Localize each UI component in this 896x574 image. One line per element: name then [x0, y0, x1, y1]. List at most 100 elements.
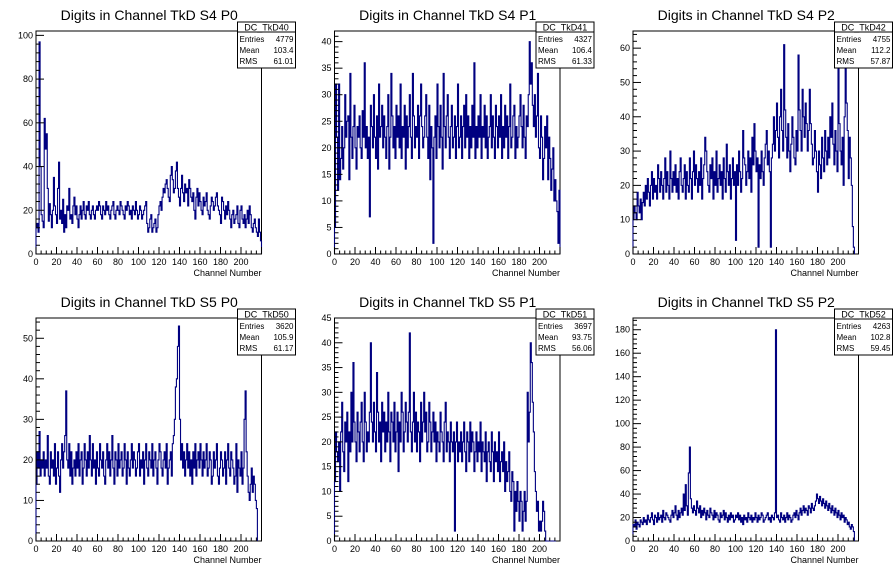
histogram-line — [35, 41, 263, 254]
x-tick-label: 200 — [532, 257, 547, 267]
histogram-line — [333, 41, 561, 254]
x-tick-label: 120 — [450, 544, 465, 554]
stats-label: RMS — [538, 344, 556, 353]
x-tick-label: 100 — [728, 544, 743, 554]
y-tick-label: 20 — [23, 455, 33, 465]
x-tick-label: 0 — [33, 257, 38, 267]
y-tick-label: 50 — [23, 333, 33, 343]
stats-box: DC_TkD40 Entries 4779 Mean 103.4 RMS 61.01 — [237, 21, 296, 69]
histogram-panel: Digits in Channel TkD S4 P20 20 40 60 80 100 1… — [620, 7, 893, 278]
x-tick-label: 40 — [72, 257, 82, 267]
x-tick-label: 0 — [33, 544, 38, 554]
y-tick-label: 35 — [321, 363, 331, 373]
stats-entries-value: 3620 — [276, 322, 294, 331]
x-tick-label: 160 — [491, 257, 506, 267]
stats-label: Entries — [240, 35, 265, 44]
x-tick-label: 180 — [810, 257, 825, 267]
y-tick-label: 60 — [620, 466, 630, 476]
x-tick-label: 0 — [630, 257, 635, 267]
stats-name: DC_TkD42 — [841, 23, 886, 33]
x-tick-label: 120 — [748, 544, 763, 554]
y-tick-label: 100 — [18, 30, 33, 40]
stats-label: RMS — [837, 57, 855, 66]
y-tick-label: 30 — [23, 414, 33, 424]
y-tick-label: 80 — [620, 442, 630, 452]
stats-label: RMS — [240, 57, 258, 66]
chart-title: Digits in Channel TkD S4 P1 — [359, 7, 536, 23]
stats-label: Mean — [240, 46, 260, 55]
stats-box: DC_TkD42 Entries 4755 Mean 112.2 RMS 57.87 — [834, 21, 893, 69]
x-tick-label: 60 — [391, 257, 401, 267]
stats-rms-value: 57.87 — [870, 57, 891, 66]
x-tick-label: 40 — [669, 257, 679, 267]
x-axis-label: Channel Number — [790, 555, 858, 565]
y-tick-label: 50 — [620, 77, 630, 87]
x-tick-label: 60 — [689, 544, 699, 554]
x-tick-label: 140 — [470, 257, 485, 267]
stats-mean-value: 93.75 — [572, 333, 593, 342]
stats-entries-value: 4327 — [574, 35, 592, 44]
y-tick-label: 45 — [321, 313, 331, 323]
y-tick-label: 30 — [321, 387, 331, 397]
histogram-panel: Digits in Channel TkD S5 P10 20 40 60 80 100 1… — [321, 294, 595, 565]
x-tick-label: 200 — [532, 544, 547, 554]
x-tick-label: 160 — [192, 544, 207, 554]
x-tick-label: 40 — [669, 544, 679, 554]
stats-entries-value: 4755 — [873, 35, 891, 44]
stats-rms-value: 61.17 — [273, 344, 294, 353]
x-tick-label: 0 — [332, 544, 337, 554]
x-tick-label: 100 — [131, 257, 146, 267]
x-tick-label: 140 — [470, 544, 485, 554]
y-tick-label: 180 — [615, 325, 630, 335]
y-tick-label: 40 — [321, 338, 331, 348]
x-tick-label: 100 — [131, 544, 146, 554]
stats-box-frame — [535, 308, 595, 356]
stats-box-frame — [237, 308, 296, 356]
stats-box-frame — [535, 21, 595, 69]
stats-rms-value: 61.01 — [273, 57, 294, 66]
x-axis-label: Channel Number — [790, 268, 858, 278]
stats-label: Entries — [538, 35, 563, 44]
x-tick-label: 20 — [648, 257, 658, 267]
x-axis-label: Channel Number — [193, 268, 261, 278]
histogram-panel: Digits in Channel TkD S4 P10 20 40 60 80 100 1… — [321, 7, 595, 278]
x-tick-label: 0 — [630, 544, 635, 554]
y-tick-label: 120 — [615, 395, 630, 405]
stats-label: Mean — [837, 46, 857, 55]
y-tick-label: 30 — [620, 146, 630, 156]
y-tick-label: 140 — [615, 372, 630, 382]
x-tick-label: 80 — [411, 257, 421, 267]
x-tick-label: 80 — [113, 544, 123, 554]
x-tick-label: 80 — [411, 544, 421, 554]
x-tick-label: 140 — [769, 544, 784, 554]
y-tick-label: 25 — [321, 412, 331, 422]
x-tick-label: 40 — [72, 544, 82, 554]
stats-box: DC_TkD41 Entries 4327 Mean 106.4 RMS 61.33 — [535, 21, 595, 69]
stats-label: Entries — [538, 322, 563, 331]
x-tick-label: 60 — [92, 544, 102, 554]
stats-label: RMS — [837, 344, 855, 353]
x-tick-label: 160 — [789, 257, 804, 267]
y-tick-label: 10 — [321, 196, 331, 206]
y-tick-label: 10 — [23, 495, 33, 505]
chart-title: Digits in Channel TkD S5 P0 — [61, 294, 238, 310]
y-tick-label: 20 — [620, 180, 630, 190]
x-tick-label: 20 — [51, 257, 61, 267]
histogram-line — [632, 44, 855, 254]
y-tick-label: 20 — [321, 143, 331, 153]
stats-label: Entries — [837, 322, 862, 331]
histogram-panel: Digits in Channel TkD S4 P0 0 20 40 60 80 100 1… — [18, 7, 296, 278]
x-tick-label: 20 — [51, 544, 61, 554]
x-tick-label: 180 — [511, 257, 526, 267]
x-axis-label: Channel Number — [492, 268, 560, 278]
stats-entries-value: 4263 — [873, 322, 891, 331]
stats-rms-value: 61.33 — [572, 57, 593, 66]
plot-frame — [35, 30, 262, 255]
histogram-panel: Digits in Channel TkD S5 P2 0 20 40 60 80 100 1… — [615, 294, 893, 565]
x-tick-label: 20 — [350, 257, 360, 267]
chart-title: Digits in Channel TkD S4 P0 — [61, 7, 238, 23]
y-tick-label: 40 — [620, 112, 630, 122]
x-tick-label: 140 — [172, 257, 187, 267]
stats-box-frame — [834, 308, 893, 356]
y-tick-label: 40 — [620, 489, 630, 499]
